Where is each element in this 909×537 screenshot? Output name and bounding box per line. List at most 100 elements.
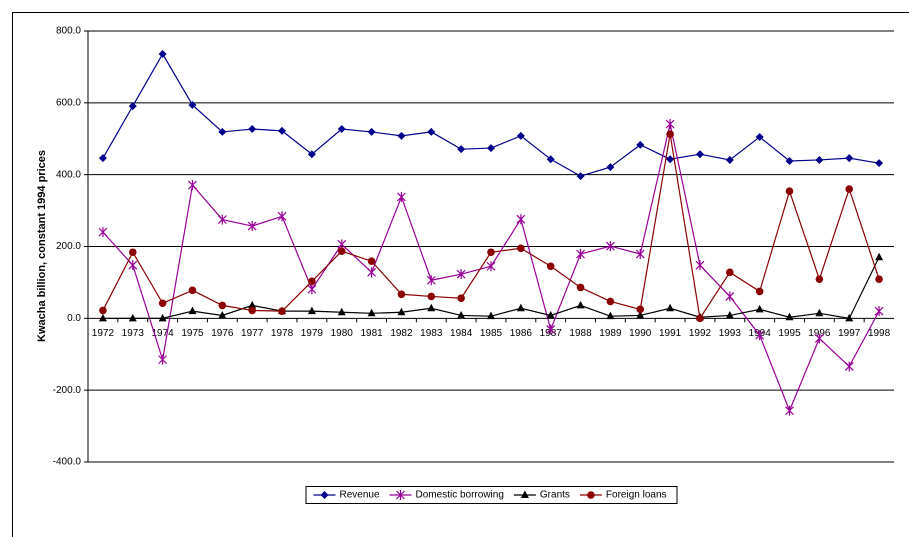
x-tick-label: 1985: [480, 328, 503, 339]
data-point: [516, 131, 525, 140]
data-point: [307, 284, 317, 295]
data-point: [248, 306, 256, 315]
data-point: [815, 308, 824, 317]
data-point: [546, 310, 555, 319]
data-point: [814, 333, 824, 344]
y-tick-label: 800.0: [56, 26, 81, 37]
data-point: [516, 303, 525, 312]
data-point: [636, 310, 645, 319]
data-point: [217, 214, 227, 225]
data-point: [726, 268, 734, 277]
data-point: [99, 306, 107, 315]
x-tick-label: 1983: [420, 328, 443, 339]
legend-box: [305, 486, 678, 504]
data-point: [785, 187, 794, 195]
x-tick-label: 1979: [301, 328, 324, 339]
data-point: [248, 300, 257, 309]
x-tick-label: 1991: [659, 328, 682, 339]
data-point: [725, 310, 734, 319]
x-tick-label: 1973: [122, 328, 145, 339]
data-point: [635, 249, 645, 260]
x-tick-label: 1974: [152, 328, 175, 339]
data-point: [427, 303, 436, 312]
data-point: [666, 303, 675, 312]
x-tick-label: 1988: [569, 328, 592, 339]
x-tick-label: 1980: [331, 328, 354, 339]
data-point: [636, 305, 645, 314]
data-point: [158, 49, 167, 58]
data-point: [815, 155, 824, 164]
x-tick-label: 1995: [778, 328, 801, 339]
legend-marker: [320, 491, 329, 499]
data-point: [695, 150, 704, 159]
data-point: [158, 299, 167, 308]
data-point: [576, 249, 585, 260]
data-point: [397, 290, 406, 299]
data-point: [337, 125, 346, 134]
x-tick-label: 1975: [181, 328, 204, 339]
x-tick-label: 1986: [510, 328, 533, 339]
data-point: [546, 262, 555, 271]
x-tick-label: 1977: [241, 328, 264, 339]
x-tick-label: 1981: [360, 328, 383, 339]
data-point: [785, 312, 794, 321]
data-point: [845, 313, 854, 322]
data-point: [517, 244, 525, 253]
data-point: [128, 248, 137, 257]
data-point: [188, 306, 197, 315]
data-point: [158, 354, 168, 365]
data-point: [337, 247, 346, 255]
data-point: [487, 311, 495, 320]
data-point: [606, 163, 615, 172]
y-tick-label: 400.0: [56, 169, 81, 180]
data-point: [128, 260, 138, 271]
data-point: [98, 313, 107, 322]
legend-label: Domestic borrowing: [416, 490, 504, 501]
x-tick-label: 1984: [450, 328, 473, 339]
y-tick-label: 200.0: [56, 241, 81, 252]
data-point: [875, 159, 884, 168]
legend-label: Revenue: [339, 490, 379, 501]
data-point: [695, 260, 705, 271]
data-point: [875, 275, 883, 283]
legend-label: Grants: [540, 490, 570, 501]
data-point: [725, 155, 734, 164]
data-point: [456, 269, 466, 280]
data-point: [218, 301, 227, 310]
data-point: [397, 307, 406, 316]
data-point: [576, 172, 585, 181]
data-point: [845, 185, 854, 193]
data-point: [457, 310, 466, 319]
data-point: [307, 150, 316, 159]
data-point: [785, 405, 794, 416]
data-point: [277, 211, 287, 222]
x-tick-label: 1972: [92, 328, 115, 339]
data-point: [248, 125, 257, 134]
data-point: [665, 119, 675, 130]
legend-marker: [396, 490, 405, 500]
data-point: [755, 330, 765, 341]
data-point: [367, 308, 376, 317]
data-point: [427, 127, 436, 136]
x-tick-label: 1993: [719, 328, 742, 339]
data-point: [666, 130, 674, 138]
data-point: [576, 283, 585, 292]
data-point: [247, 221, 257, 232]
data-point: [755, 287, 764, 296]
data-point: [755, 304, 764, 313]
data-point: [188, 100, 197, 109]
y-tick-label: 0.0: [67, 313, 81, 324]
legend-marker: [587, 491, 595, 499]
data-point: [815, 275, 824, 283]
data-point: [457, 145, 466, 154]
x-tick-label: 1998: [868, 328, 891, 339]
data-point: [605, 241, 615, 252]
x-tick-label: 1997: [838, 328, 861, 339]
data-point: [636, 140, 645, 149]
data-point: [845, 154, 854, 163]
data-point: [218, 127, 227, 136]
y-tick-label: -200.0: [53, 385, 82, 396]
x-tick-label: 1982: [390, 328, 413, 339]
data-point: [486, 261, 496, 272]
